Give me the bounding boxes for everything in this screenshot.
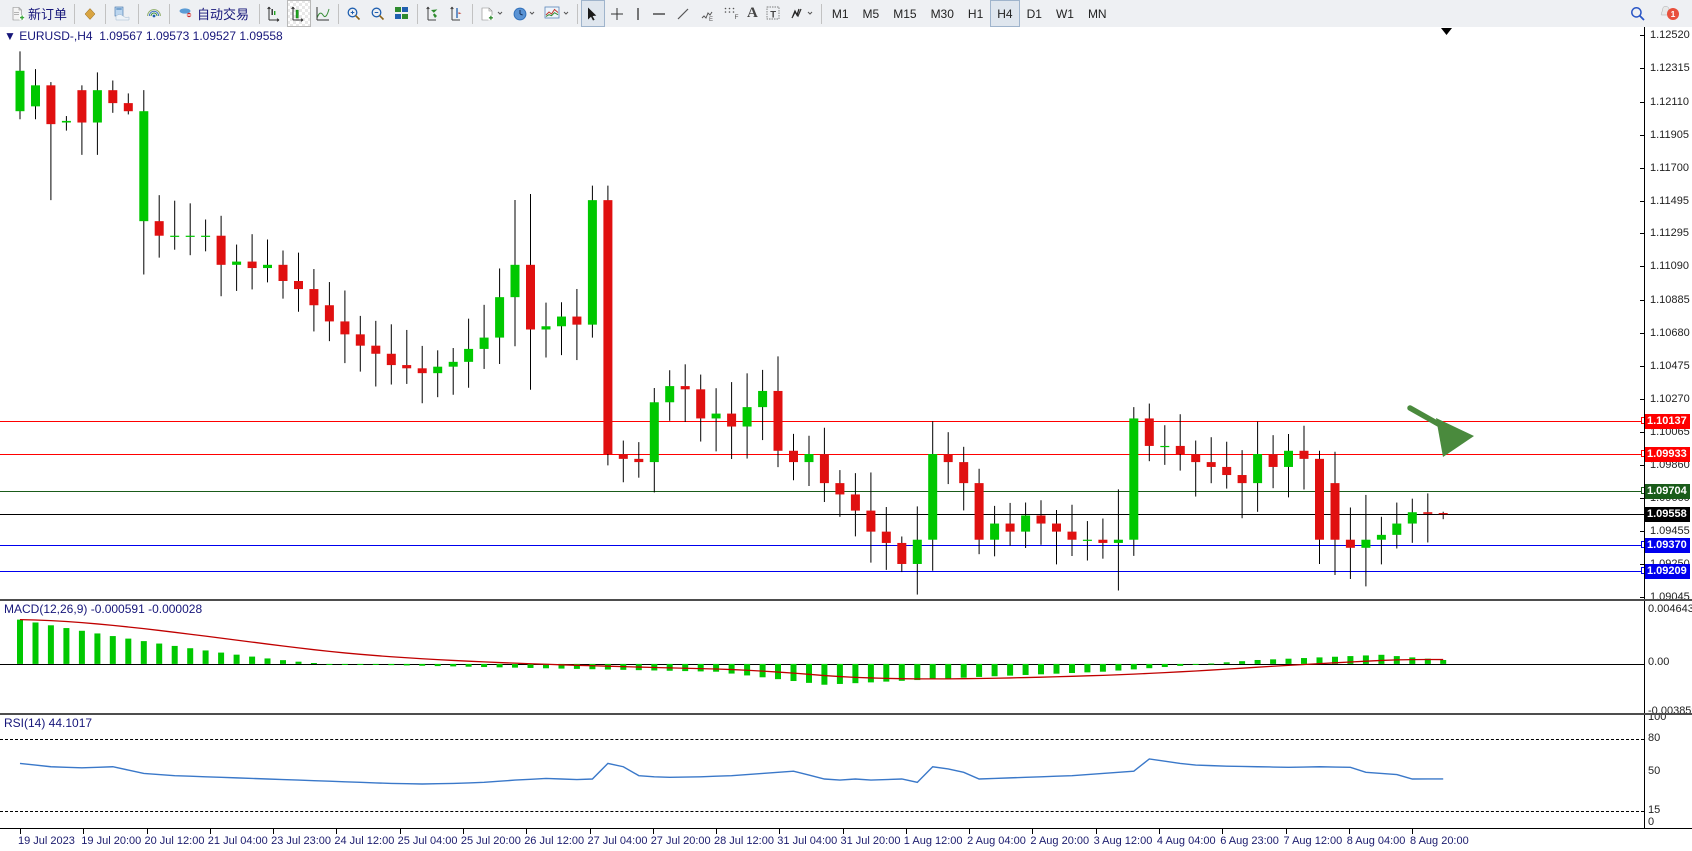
svg-text:F: F	[735, 14, 739, 21]
svg-text:T: T	[770, 9, 776, 20]
svg-text:1: 1	[1671, 9, 1676, 19]
svg-text:E: E	[709, 17, 713, 22]
